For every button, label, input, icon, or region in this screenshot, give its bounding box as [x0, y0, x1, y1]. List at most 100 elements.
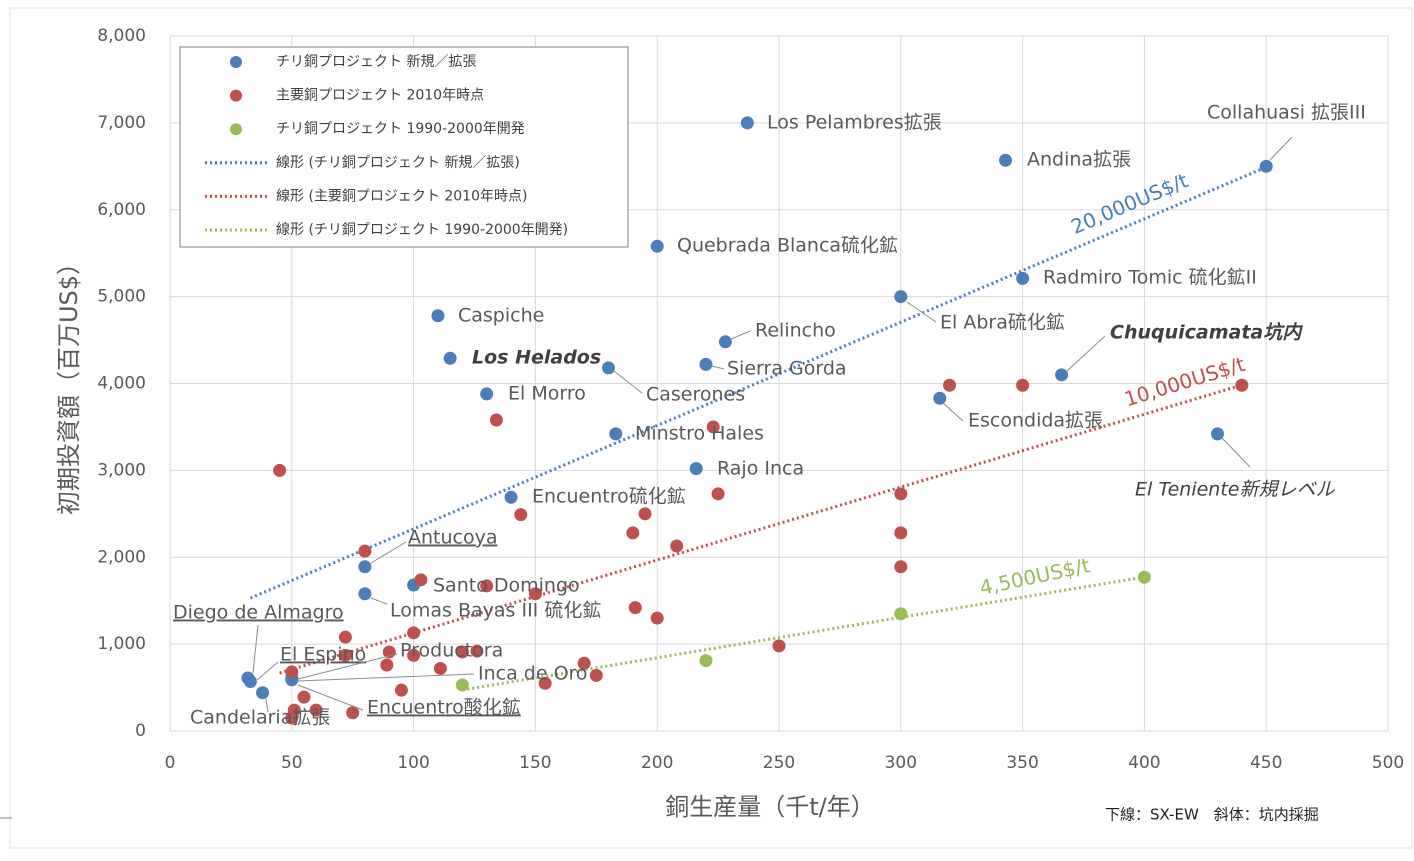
y-tick-label: 7,000: [97, 113, 146, 133]
trendline: [462, 575, 1145, 692]
data-point: [609, 427, 623, 441]
data-point: [414, 573, 428, 587]
trendline-label: 20,000US$/t: [1067, 168, 1191, 239]
data-point: [689, 462, 703, 476]
data-point: [285, 665, 299, 679]
leader-line: [297, 673, 475, 682]
point-label: Escondida拡張: [968, 410, 1103, 432]
leader-line: [370, 597, 388, 605]
point-label: Rajo Inca: [717, 458, 804, 480]
x-tick-label: 300: [885, 753, 917, 773]
data-point: [943, 378, 957, 392]
data-point: [470, 644, 484, 658]
leader-line: [297, 653, 398, 680]
trendline-label: 10,000US$/t: [1121, 352, 1247, 411]
leader-line: [1269, 136, 1293, 161]
point-label: Andina拡張: [1027, 149, 1131, 171]
data-point: [894, 607, 908, 621]
leader-line: [942, 402, 964, 422]
trendline: [249, 165, 1267, 600]
point-label: Lomas Bayas III 硫化鉱: [390, 600, 601, 622]
y-tick-label: 8,000: [97, 26, 146, 46]
data-point: [309, 703, 323, 717]
data-point: [628, 601, 642, 615]
point-label: El Abra硫化鉱: [940, 312, 1065, 334]
data-point: [394, 683, 408, 697]
footnote: 下線：SX-EW 斜体：坑内採掘: [1105, 806, 1319, 824]
data-point: [455, 678, 469, 692]
y-axis-title: 初期投資額（百万US$）: [55, 251, 83, 515]
point-label: Collahuasi 拡張III: [1207, 102, 1366, 124]
data-point: [1137, 570, 1151, 584]
data-point: [285, 711, 299, 725]
data-point: [346, 706, 360, 720]
point-label: Minstro Hales: [635, 423, 764, 445]
data-point: [699, 654, 713, 668]
data-point: [480, 387, 494, 401]
legend-label: チリ銅プロジェクト 新規／拡張: [276, 54, 476, 70]
point-label: Chuquicamata坑内: [1110, 322, 1303, 344]
point-label: Santo Domingo: [433, 575, 580, 597]
point-label: Inca de Oro: [478, 663, 588, 685]
data-point: [1055, 368, 1069, 382]
y-tick-label: 2,000: [97, 547, 146, 567]
data-point: [589, 668, 603, 682]
data-point: [626, 526, 640, 540]
data-point: [382, 645, 396, 659]
leader-line: [252, 624, 259, 674]
data-point: [431, 309, 445, 323]
data-point: [443, 351, 457, 365]
y-tick-label: 1,000: [97, 634, 146, 654]
data-point: [338, 648, 352, 662]
chart-frame: [9, 7, 1413, 849]
data-point: [670, 539, 684, 553]
data-point: [1016, 271, 1030, 285]
data-point: [999, 153, 1013, 167]
legend-label: チリ銅プロジェクト 1990-2000年開発: [276, 121, 525, 137]
data-point: [740, 116, 754, 130]
legend-box: [179, 46, 629, 248]
x-axis-title: 銅生産量（千t/年）: [665, 793, 875, 821]
data-point: [601, 361, 615, 375]
leader-line: [265, 698, 269, 713]
data-point: [638, 507, 652, 521]
legend-marker: [230, 89, 242, 102]
data-point: [380, 658, 394, 672]
data-point: [297, 690, 311, 704]
leader-line: [730, 330, 751, 340]
data-point: [455, 645, 469, 659]
point-label: El Espino: [280, 644, 366, 666]
data-point: [433, 661, 447, 675]
x-tick-label: 250: [763, 753, 795, 773]
data-point: [894, 560, 908, 574]
data-point: [706, 420, 720, 434]
data-point: [504, 490, 518, 504]
point-label: Antucoya: [408, 527, 498, 549]
data-point: [358, 560, 372, 574]
data-point: [1235, 378, 1249, 392]
leader-line: [711, 365, 725, 370]
y-tick-label: 6,000: [97, 200, 146, 220]
data-point: [711, 487, 725, 501]
data-point: [933, 391, 947, 405]
point-label: Encuentro酸化鉱: [367, 697, 521, 719]
data-point: [894, 487, 908, 501]
leader-line: [256, 661, 279, 681]
point-label: El Morro: [508, 383, 586, 405]
data-point: [894, 290, 908, 304]
data-point: [577, 656, 591, 670]
data-point: [718, 335, 732, 349]
leader-line: [370, 541, 407, 564]
point-label: Radmiro Tomic 硫化鉱II: [1043, 267, 1257, 289]
x-tick-label: 400: [1128, 753, 1160, 773]
leader-line: [906, 301, 937, 323]
legend-label: 線形 (チリ銅プロジェクト 1990-2000年開発): [276, 222, 568, 238]
point-label: Relincho: [755, 320, 836, 342]
data-point: [1210, 427, 1224, 441]
data-point: [1016, 378, 1030, 392]
point-label: El Teniente新規レベル: [1135, 479, 1335, 501]
data-point: [338, 630, 352, 644]
point-label: Sierra Gorda: [727, 358, 847, 380]
x-tick-label: 500: [1372, 753, 1404, 773]
